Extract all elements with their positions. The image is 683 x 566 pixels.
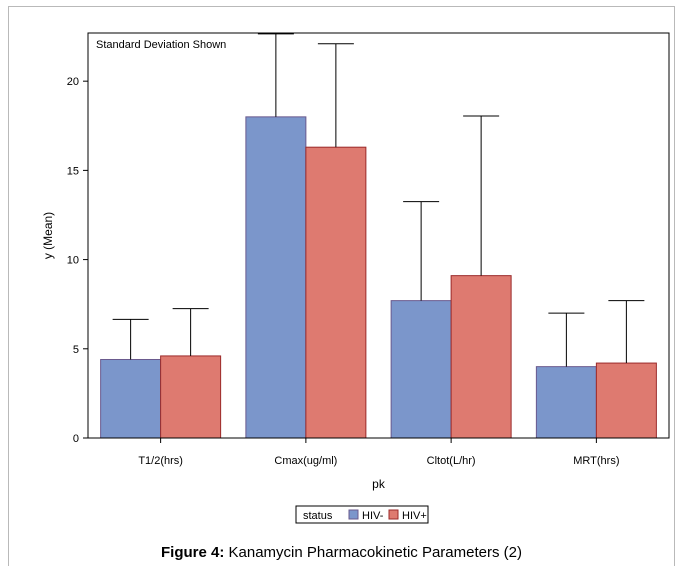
figure-frame [8,6,675,566]
x-tick-label: Cmax(ug/ml) [274,455,337,467]
y-tick-label: 5 [73,344,79,356]
legend-swatch [348,509,359,520]
legend-items: HIV- HIV+ [348,509,427,522]
plot-area [87,32,670,439]
y-tick-label: 15 [67,165,79,177]
bar [595,362,657,439]
x-axis-label: pk [372,477,386,491]
y-tick-label: 20 [67,76,79,88]
bars-layer [100,116,657,439]
bar [245,116,307,439]
chart-annotation: Standard Deviation Shown [96,39,226,51]
bar [450,275,512,439]
bar [100,358,162,439]
caption-text: Kanamycin Pharmacokinetic Parameters (2) [224,544,522,561]
legend: status HIV- HIV+ [295,505,429,524]
bar [305,146,367,439]
error-bars-layer [112,33,645,367]
legend-title: status [303,510,333,522]
x-tick-label: T1/2(hrs) [138,455,183,467]
axes-layer: 0 5 10 15 20 T1/2(hrs) Cmax(ug/ml) Cltot(L/hr) M… [67,76,620,467]
bar [535,366,597,439]
bar [390,300,452,439]
legend-label: HIV+ [402,510,427,522]
y-tick-label: 10 [67,255,79,267]
bar [160,355,222,439]
x-tick-label: Cltot(L/hr) [427,455,476,467]
x-tick-label: MRT(hrs) [573,455,619,467]
y-tick-label: 0 [73,433,79,445]
figure-caption: Figure 4: Kanamycin Pharmacokinetic Para… [0,544,683,561]
caption-label: Figure 4: [161,544,225,561]
legend-swatch [388,509,399,520]
y-axis-label: y (Mean) [41,212,55,259]
legend-label: HIV- [362,510,384,522]
